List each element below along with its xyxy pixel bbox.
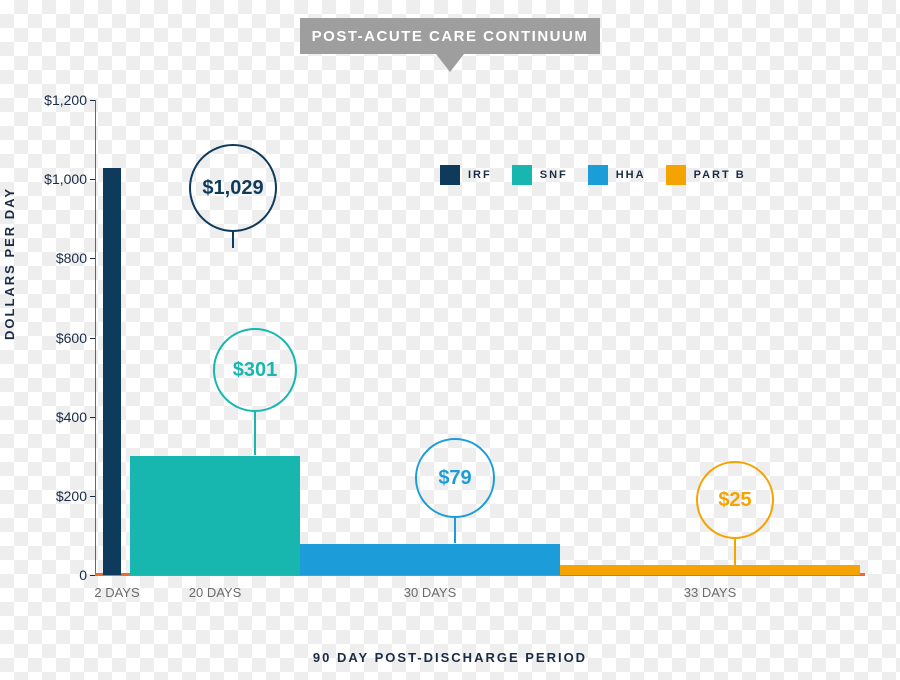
- bar-partb: [560, 565, 860, 575]
- legend-swatch: [440, 165, 460, 185]
- y-tick-label: $400: [56, 409, 87, 425]
- bar-hha: [300, 544, 560, 575]
- value-callout-snf: $301: [213, 328, 297, 412]
- y-tick-label: $1,200: [44, 92, 87, 108]
- y-tick-label: $600: [56, 330, 87, 346]
- callout-stem-irf: [232, 232, 234, 248]
- legend-label: HHA: [616, 169, 646, 181]
- bar-irf: [103, 168, 121, 575]
- x-axis-label: 90 DAY POST-DISCHARGE PERIOD: [0, 650, 900, 665]
- callout-stem-hha: [454, 518, 456, 543]
- callout-stem-partb: [734, 539, 736, 565]
- legend-swatch: [512, 165, 532, 185]
- chart-title: POST-ACUTE CARE CONTINUUM: [312, 28, 589, 45]
- legend-label: PART B: [694, 169, 746, 181]
- legend-item: PART B: [666, 165, 746, 185]
- y-tick-label: 0: [79, 567, 87, 583]
- chart-title-banner: POST-ACUTE CARE CONTINUUM: [300, 18, 600, 54]
- y-tick-mark: [90, 417, 95, 418]
- x-category-hha: 30 DAYS: [404, 585, 457, 600]
- x-category-irf: 2 DAYS: [94, 585, 139, 600]
- legend-item: HHA: [588, 165, 646, 185]
- legend-item: IRF: [440, 165, 492, 185]
- y-tick-mark: [90, 179, 95, 180]
- y-tick-mark: [90, 496, 95, 497]
- y-tick-label: $1,000: [44, 171, 87, 187]
- value-callout-hha: $79: [415, 438, 495, 518]
- y-tick-label: $800: [56, 250, 87, 266]
- x-category-snf: 20 DAYS: [189, 585, 242, 600]
- y-tick-mark: [90, 338, 95, 339]
- chart-legend: IRF SNF HHA PART B: [440, 165, 746, 185]
- legend-label: SNF: [540, 169, 568, 181]
- chevron-down-icon: [436, 54, 464, 72]
- value-callout-partb: $25: [696, 461, 774, 539]
- legend-item: SNF: [512, 165, 568, 185]
- y-tick-mark: [90, 100, 95, 101]
- callout-stem-snf: [254, 412, 256, 455]
- y-tick-label: $200: [56, 488, 87, 504]
- x-category-partb: 33 DAYS: [684, 585, 737, 600]
- value-callout-irf: $1,029: [189, 144, 277, 232]
- y-tick-mark: [90, 258, 95, 259]
- legend-label: IRF: [468, 169, 492, 181]
- legend-swatch: [666, 165, 686, 185]
- y-axis-label: DOLLARS PER DAY: [2, 187, 17, 340]
- legend-swatch: [588, 165, 608, 185]
- y-axis-line: [95, 100, 96, 575]
- bar-snf: [130, 456, 300, 575]
